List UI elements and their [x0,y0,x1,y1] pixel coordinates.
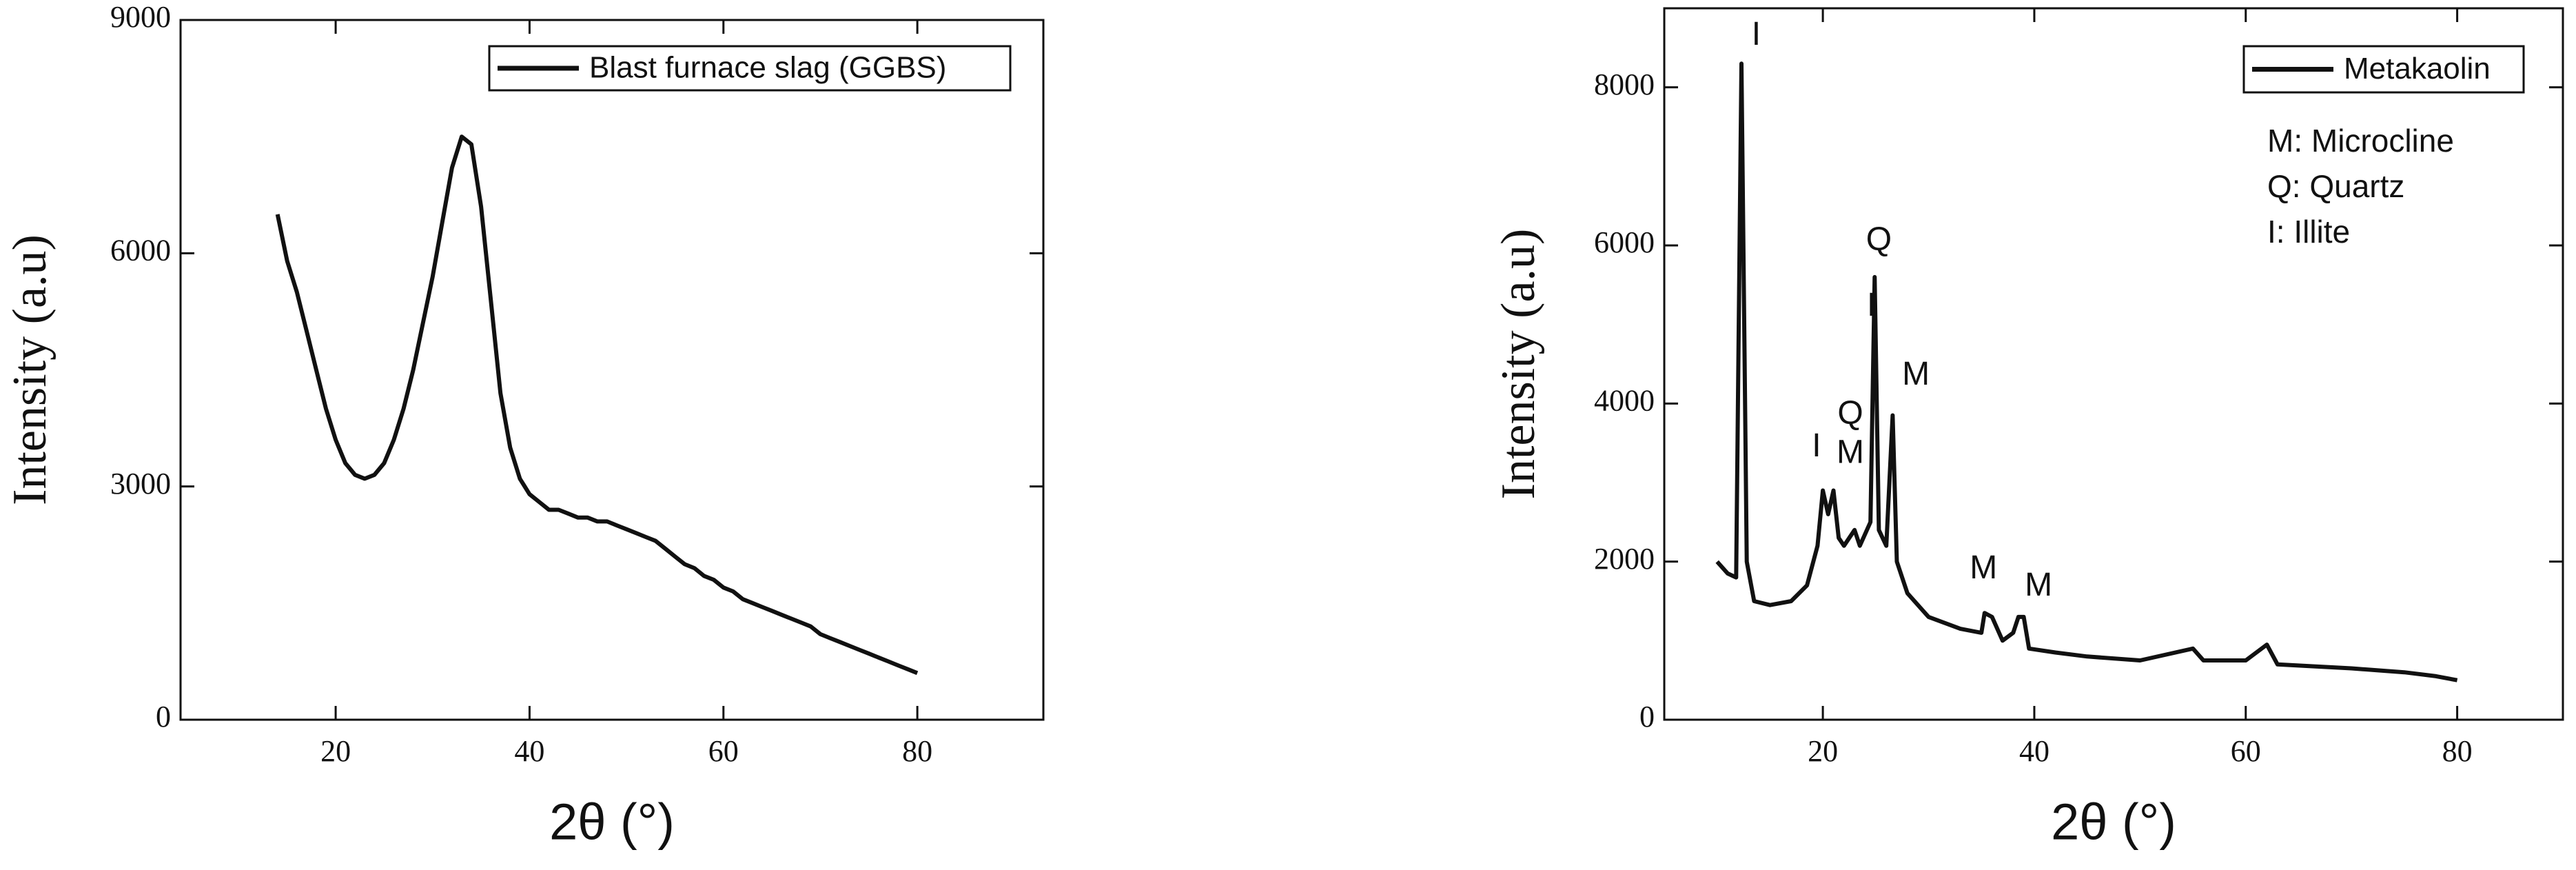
data-line [1715,61,2458,682]
peak-label: Q [1866,221,1892,258]
x-axis-label: 2θ (°) [2051,793,2176,851]
peak-label: M [1970,549,1997,586]
y-axis-label: Intensity (a.u) [3,234,57,505]
peak-label: I [1752,16,1761,52]
y-tick-label: 6000 [1594,225,1655,259]
note: Q: Quartz [2267,168,2404,204]
y-tick-label: 3000 [110,467,171,500]
legend-label: Metakaolin [2344,52,2491,85]
x-tick-label: 40 [514,734,544,768]
y-tick-label: 2000 [1594,542,1655,576]
y-tick-label: 0 [156,700,171,734]
y-tick-label: 6000 [110,233,171,267]
y-tick-label: 4000 [1594,383,1655,417]
y-tick-label: 9000 [110,0,171,34]
peak-label: M [1837,434,1864,470]
note: I: Illite [2267,214,2350,250]
y-axis-label: Intensity (a.u) [1492,229,1545,500]
peak-label: M [2025,567,2052,603]
plot-frame [179,19,1045,721]
x-tick-label: 60 [708,734,739,768]
x-axis-label: 2θ (°) [549,793,675,851]
x-tick-label: 20 [320,734,351,768]
y-tick-label: 8000 [1594,68,1655,101]
peak-label: M [1902,356,1930,392]
y-tick-label: 0 [1639,700,1655,734]
x-tick-label: 80 [2442,734,2473,768]
x-tick-label: 80 [902,734,932,768]
peak-label: I [1812,427,1821,464]
data-line [275,134,919,676]
x-tick-label: 40 [2019,734,2049,768]
note: M: Microcline [2267,123,2454,159]
plot-frame [1663,7,2564,721]
x-tick-label: 20 [1808,734,1838,768]
legend-label: Blast furnace slag (GGBS) [589,51,946,85]
peak-label: Q [1837,395,1863,432]
x-tick-label: 60 [2231,734,2261,768]
peak-label: I [1867,287,1876,323]
